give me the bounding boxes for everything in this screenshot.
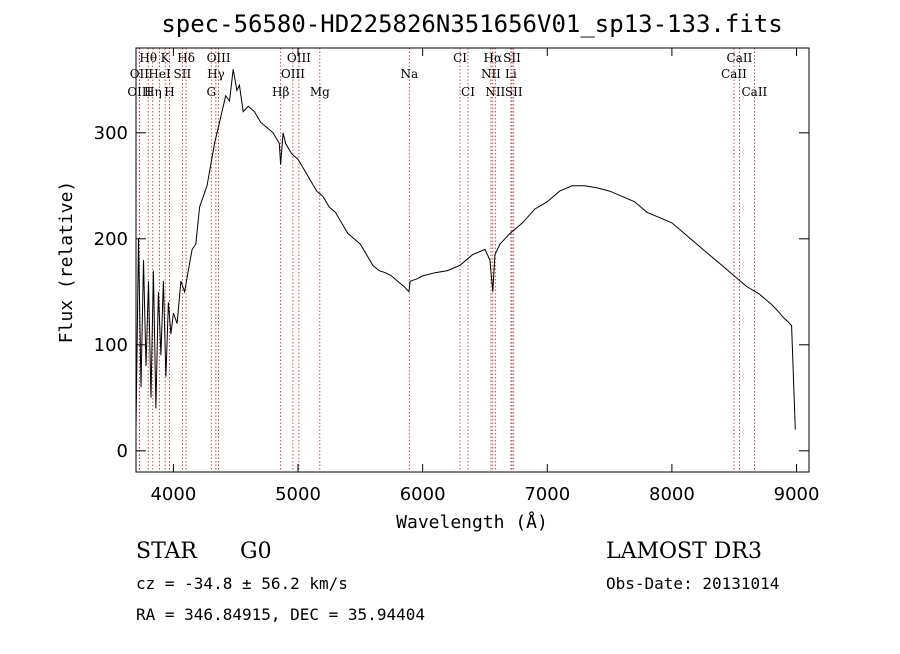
x-tick-label: 8000 [649, 484, 695, 505]
spectral-line-label: OIII [287, 51, 311, 65]
chart-title: spec-56580-HD225826N351656V01_sp13-133.f… [161, 10, 782, 38]
x-tick-label: 4000 [150, 484, 196, 505]
coordinates-info: RA = 346.84915, DEC = 35.94404 [136, 605, 425, 624]
observation-date: Obs-Date: 20131014 [606, 574, 779, 593]
y-tick-label: 100 [94, 335, 128, 356]
x-axis-label: Wavelength (Å) [396, 511, 548, 533]
spectral-line-label: Li [505, 67, 517, 81]
spectral-line-label: CI [461, 85, 475, 99]
x-tick-label: 9000 [774, 484, 820, 505]
y-tick-label: 200 [94, 229, 128, 250]
spectral-line-label: H [164, 85, 174, 99]
y-axis-label: Flux (relative) [56, 181, 77, 344]
y-tick-label: 300 [94, 123, 128, 144]
spectral-lines-layer [138, 48, 755, 472]
spectral-line-label: Mg [310, 85, 330, 99]
spectral-line-label: OIII [281, 67, 305, 81]
spectral-line-label: K [161, 51, 171, 65]
x-tick-label: 6000 [400, 484, 446, 505]
spectrum-series-line [135, 69, 796, 430]
object-subclass: G0 [240, 539, 272, 564]
spectral-line-label: NII [481, 67, 501, 81]
spectral-line-label: OIII [207, 51, 231, 65]
spectral-line-label: HeI [148, 67, 171, 81]
spectral-line-label: OII [130, 67, 150, 81]
spectral-line-label: Hδ [177, 51, 195, 65]
x-tick-label: 7000 [524, 484, 570, 505]
y-tick-label: 0 [117, 441, 128, 462]
object-class: STAR [136, 539, 198, 564]
spectral-line-label: SII [174, 67, 192, 81]
spectral-line-label: Hη [144, 85, 162, 99]
redshift-info: cz = -34.8 ± 56.2 km/s [136, 574, 348, 593]
spectral-line-label: SII [503, 51, 521, 65]
spectral-line-label: NII [485, 85, 505, 99]
y-axis-ticks: 0 100 200 300 [94, 123, 809, 462]
survey-name: LAMOST DR3 [606, 539, 762, 564]
spectral-line-label: CaII [727, 51, 753, 65]
spectral-line-label: Hα [484, 51, 503, 65]
spectral-line-label: Hθ [139, 51, 157, 65]
spectral-line-label: SII [505, 85, 523, 99]
spectral-line-label: CaII [741, 85, 767, 99]
x-tick-label: 5000 [275, 484, 321, 505]
spectral-line-label: CI [453, 51, 467, 65]
spectral-line-label: Na [400, 67, 418, 81]
spectral-line-label: Hβ [272, 85, 289, 99]
spectral-line-label: CaII [721, 67, 747, 81]
spectral-line-label: Hγ [207, 67, 225, 81]
spectral-line-label: OIII [127, 85, 151, 99]
spectral-line-label: G [206, 85, 216, 99]
plot-frame [135, 47, 810, 473]
x-axis-ticks: 4000 5000 6000 7000 8000 9000 [150, 48, 819, 505]
